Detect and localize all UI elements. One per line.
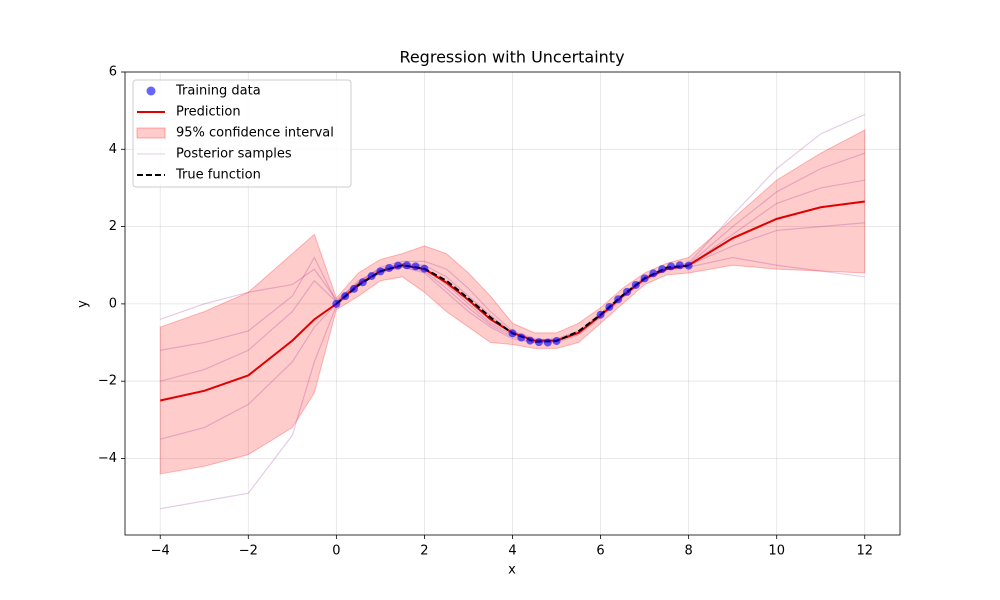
training-point — [394, 261, 403, 270]
training-point — [420, 264, 429, 273]
legend-label: True function — [175, 168, 261, 183]
x-tick-label: 6 — [596, 544, 604, 559]
legend-label: 95% confidence interval — [176, 126, 334, 141]
training-point — [675, 261, 684, 270]
training-point — [411, 262, 420, 271]
y-tick-label: 2 — [109, 219, 117, 234]
legend: Training data Prediction 95% confidence in… — [132, 79, 352, 188]
training-point — [376, 267, 385, 276]
plot-frame — [124, 71, 901, 536]
x-tick-label: 4 — [508, 544, 516, 559]
legend-box — [132, 79, 352, 188]
legend-label: Posterior samples — [176, 147, 292, 162]
training-point — [658, 265, 667, 274]
confidence-band — [159, 129, 866, 475]
training-point — [517, 333, 526, 342]
training-point — [543, 338, 552, 347]
training-point — [349, 284, 358, 293]
y-tick-label: −4 — [98, 451, 117, 466]
chart-title: Regression with Uncertainty — [399, 48, 624, 67]
training-point — [385, 263, 394, 272]
legend-label: Prediction — [176, 105, 241, 120]
legend-marker — [146, 86, 156, 96]
posterior-sample — [160, 113, 866, 342]
x-tick-label: 12 — [856, 544, 873, 559]
posterior-sample — [160, 256, 865, 510]
legend-marker — [136, 127, 166, 139]
training-point — [534, 338, 543, 347]
training-point — [622, 287, 631, 296]
y-tick-label: 4 — [109, 142, 117, 157]
y-tick-label: 6 — [109, 65, 117, 80]
training-point — [332, 299, 341, 308]
x-tick-label: −4 — [151, 544, 170, 559]
legend-label: Training data — [175, 84, 261, 99]
training-point — [341, 292, 350, 301]
x-tick-label: 2 — [420, 544, 428, 559]
training-point — [508, 329, 517, 338]
training-point — [649, 269, 658, 278]
x-tick-label: 10 — [768, 544, 785, 559]
training-point — [667, 262, 676, 271]
training-point — [614, 295, 623, 304]
training-point — [640, 274, 649, 283]
training-point — [684, 261, 693, 270]
x-tick-label: 0 — [332, 544, 340, 559]
training-point — [358, 278, 367, 287]
training-point — [367, 272, 376, 281]
training-point — [552, 336, 561, 345]
y-tick-label: 0 — [109, 296, 117, 311]
x-tick-label: −2 — [239, 544, 258, 559]
training-point — [526, 336, 535, 345]
x-axis-label: x — [508, 563, 516, 578]
training-point — [596, 310, 605, 319]
y-tick-label: −2 — [98, 374, 117, 389]
training-point — [402, 261, 411, 270]
x-tick-label: 8 — [684, 544, 692, 559]
y-axis-label: y — [76, 300, 91, 308]
training-point — [631, 280, 640, 289]
training-point — [605, 302, 614, 311]
